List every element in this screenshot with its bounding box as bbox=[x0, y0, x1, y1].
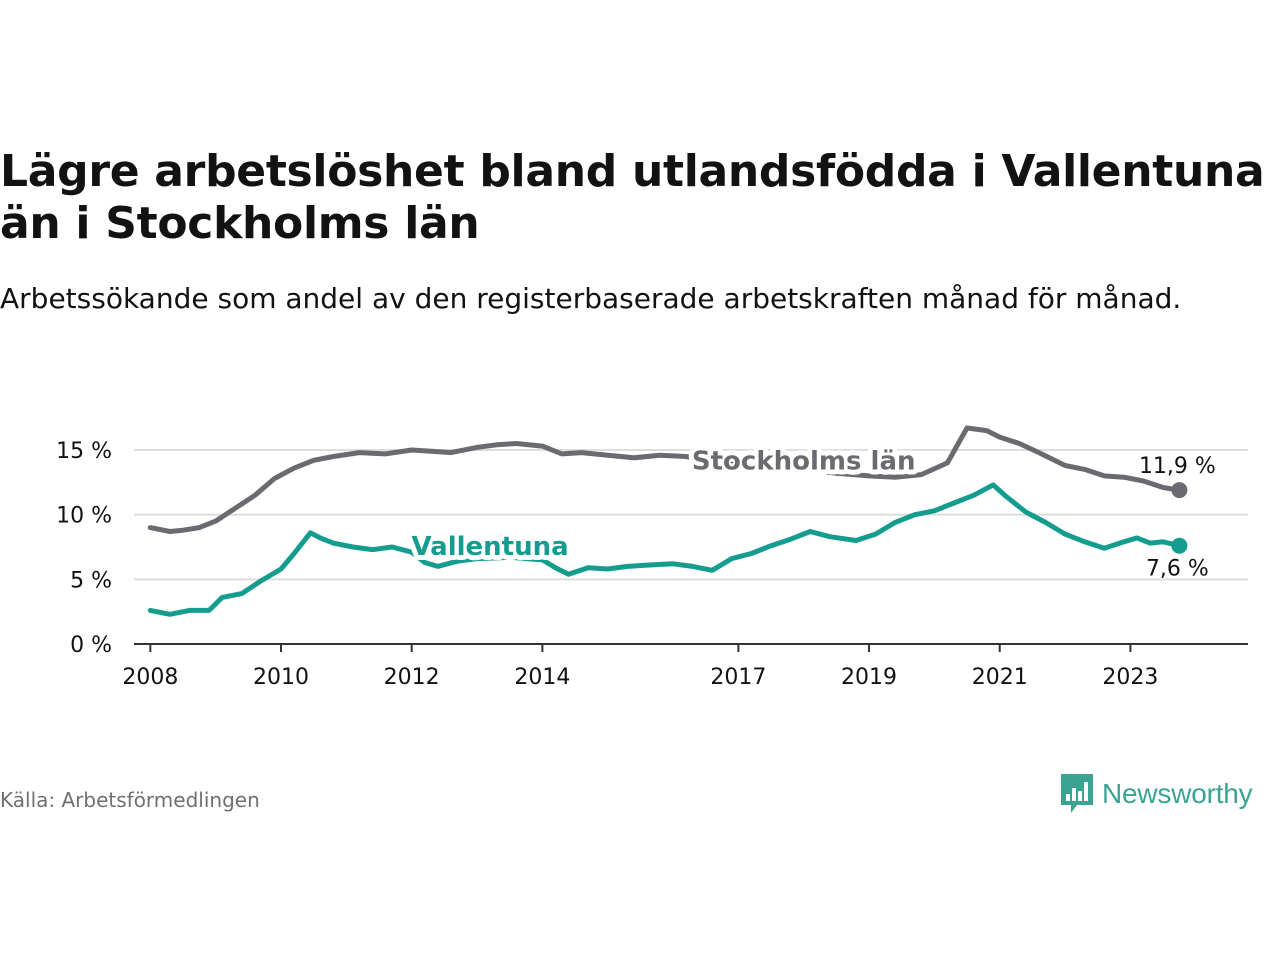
series-label-vallentuna: Vallentuna bbox=[411, 532, 568, 562]
end-point-vallentuna bbox=[1171, 537, 1188, 554]
series-line-vallentuna bbox=[147, 482, 1182, 617]
x-tick-label: 2008 bbox=[122, 665, 178, 690]
y-axis: 0 % 5 % 10 % 15 % bbox=[56, 439, 112, 658]
x-tick-label: 2019 bbox=[841, 665, 897, 690]
x-tick-label: 2021 bbox=[972, 665, 1028, 690]
x-axis: 2008 2010 2012 2014 2017 2019 2021 2023 bbox=[122, 643, 1248, 690]
x-tick-label: 2023 bbox=[1102, 665, 1158, 690]
grid-layer bbox=[134, 449, 1248, 581]
series-line-stockholm bbox=[147, 425, 1182, 534]
line-chart: 0 %5 %10 %15 % 2008 2010 2012 2014 2017 2019 2… bbox=[56, 425, 1248, 690]
newsworthy-logo-icon bbox=[1061, 774, 1093, 813]
end-label-stockholm: 11,9 % bbox=[1139, 454, 1216, 479]
x-tick-label: 2014 bbox=[514, 665, 570, 690]
source-note: Källa: Arbetsförmedlingen bbox=[0, 788, 260, 812]
y-tick-label: 10 % bbox=[56, 504, 112, 529]
series-layer bbox=[147, 425, 1188, 617]
y-tick-label: 15 % bbox=[56, 439, 112, 464]
y-tick-label: 5 % bbox=[70, 568, 112, 593]
chart-title: Lägre arbetslöshet bland utlandsfödda i … bbox=[0, 146, 1265, 249]
series-label-stockholm: Stockholms län bbox=[692, 446, 916, 476]
x-tick-label: 2010 bbox=[253, 665, 309, 690]
chart-subtitle: Arbetssökande som andel av den registerb… bbox=[0, 282, 1182, 315]
brand-name: Newsworthy bbox=[1102, 778, 1253, 809]
x-tick-label: 2012 bbox=[384, 665, 440, 690]
label-layer: 11,9 % 7,6 % Stockholms län Vallentuna bbox=[406, 441, 1216, 582]
y-tick-label: 0 % bbox=[70, 633, 112, 658]
brand-logo: Newsworthy bbox=[1058, 772, 1253, 816]
end-label-vallentuna: 7,6 % bbox=[1146, 557, 1209, 582]
end-point-stockholm bbox=[1171, 482, 1188, 499]
x-tick-label: 2017 bbox=[710, 665, 766, 690]
